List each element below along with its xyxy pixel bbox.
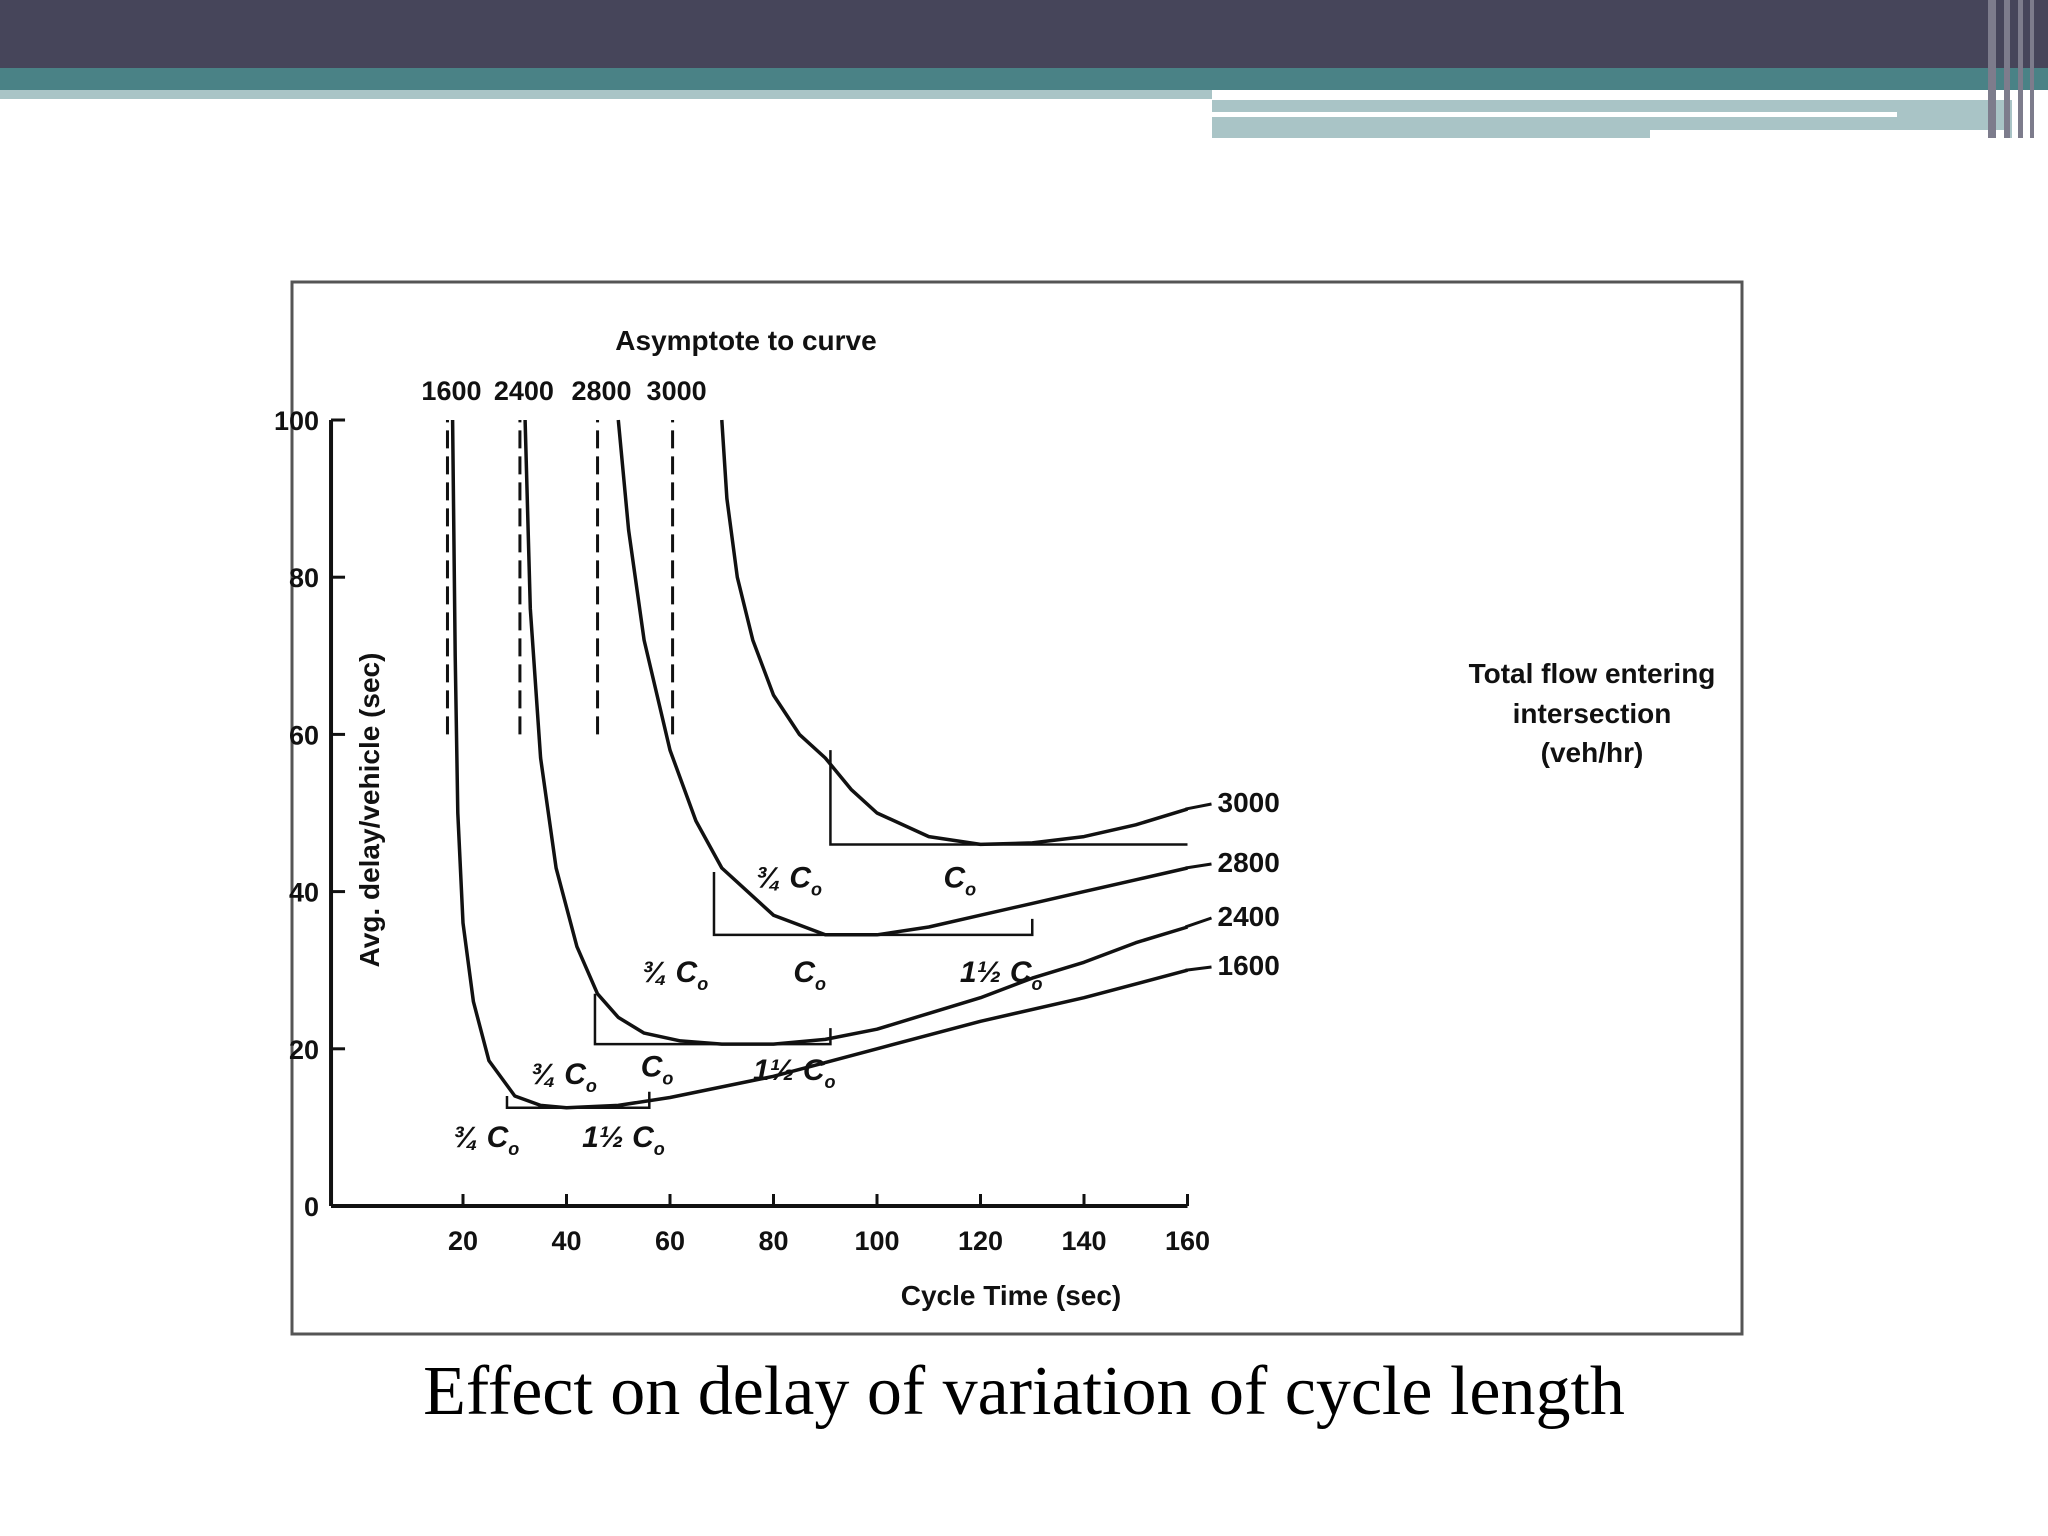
y-tick-label: 60 bbox=[289, 720, 319, 750]
y-tick-label: 80 bbox=[289, 563, 319, 593]
x-tick-label: 80 bbox=[758, 1226, 788, 1256]
accent-line-lower bbox=[1650, 130, 2010, 138]
x-tick-label: 100 bbox=[854, 1226, 899, 1256]
series-label-1600: 1600 bbox=[1218, 950, 1280, 981]
series-leader bbox=[1185, 862, 1212, 870]
range-bracket bbox=[829, 750, 1188, 846]
cycle-annotation: 1½ Co bbox=[960, 956, 1043, 994]
asymptotes: 1600 2400 2800 3000 bbox=[421, 376, 707, 735]
edge-bar bbox=[2018, 0, 2023, 138]
legend-title-line2: intersection bbox=[1513, 698, 1672, 729]
y-tick-label: 0 bbox=[304, 1192, 319, 1222]
series-label-3000: 3000 bbox=[1218, 787, 1280, 818]
cycle-annotation: 1½ Co bbox=[753, 1054, 836, 1092]
cycle-annotation: ¾ Co bbox=[642, 956, 708, 994]
edge-bar bbox=[1988, 0, 1996, 138]
x-tick-label: 40 bbox=[551, 1226, 581, 1256]
chart-frame bbox=[290, 280, 1744, 1336]
x-tick-label: 120 bbox=[958, 1226, 1003, 1256]
edge-bar bbox=[2004, 0, 2010, 138]
series-line-3000 bbox=[720, 419, 1189, 847]
series-leader bbox=[1185, 965, 1212, 972]
asymptote-label: 1600 bbox=[421, 376, 481, 406]
range-bracket bbox=[593, 993, 832, 1046]
legend-title-line1: Total flow entering bbox=[1469, 658, 1716, 689]
series-leader bbox=[1185, 916, 1212, 929]
accent-stripe bbox=[0, 68, 2048, 90]
title-bar bbox=[0, 0, 2048, 68]
asymptote-label: 2800 bbox=[572, 376, 632, 406]
axes: 20 40 60 80 100 120 140 160 0 20 40 60 80 100 bbox=[274, 406, 1210, 1256]
y-tick-label: 100 bbox=[274, 406, 319, 436]
y-tick-label: 20 bbox=[289, 1035, 319, 1065]
cycle-annotation: 1½ Co bbox=[582, 1121, 665, 1159]
series-label-2400: 2400 bbox=[1218, 901, 1280, 932]
accent-stripe-light bbox=[0, 90, 1212, 99]
range-bracket bbox=[505, 1091, 651, 1109]
edge-bar bbox=[2030, 0, 2034, 138]
accent-line bbox=[1212, 112, 1897, 117]
x-axis-label: Cycle Time (sec) bbox=[901, 1280, 1122, 1311]
x-tick-label: 60 bbox=[655, 1226, 685, 1256]
slide-caption: Effect on delay of variation of cycle le… bbox=[423, 1353, 1625, 1430]
legend-title-line3: (veh/hr) bbox=[1541, 737, 1644, 768]
range-bracket bbox=[712, 871, 1034, 937]
cycle-annotation: ¾ Co bbox=[531, 1058, 597, 1096]
asymptote-label: 2400 bbox=[494, 376, 554, 406]
y-tick-label: 40 bbox=[289, 878, 319, 908]
x-tick-label: 20 bbox=[448, 1226, 478, 1256]
asymptote-label: 3000 bbox=[647, 376, 707, 406]
x-tick-label: 140 bbox=[1061, 1226, 1106, 1256]
asymptote-title: Asymptote to curve bbox=[615, 325, 876, 356]
series-label-2800: 2800 bbox=[1218, 847, 1280, 878]
y-axis-label: Avg. delay/vehicle (sec) bbox=[354, 653, 385, 968]
cycle-annotation: ¾ Co bbox=[453, 1121, 519, 1159]
x-tick-label: 160 bbox=[1165, 1226, 1210, 1256]
cycle-annotation: ¾ Co bbox=[756, 862, 822, 900]
range-brackets bbox=[505, 750, 1188, 1109]
series-leader bbox=[1185, 802, 1212, 811]
